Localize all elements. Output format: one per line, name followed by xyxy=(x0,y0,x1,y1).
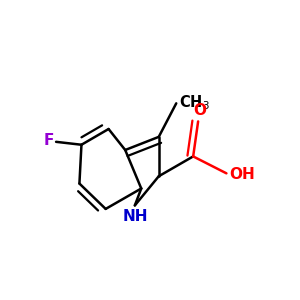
Text: F: F xyxy=(44,133,54,148)
Text: OH: OH xyxy=(229,167,255,182)
Text: O: O xyxy=(193,103,206,118)
Text: CH$_3$: CH$_3$ xyxy=(179,93,210,112)
Text: NH: NH xyxy=(123,209,148,224)
